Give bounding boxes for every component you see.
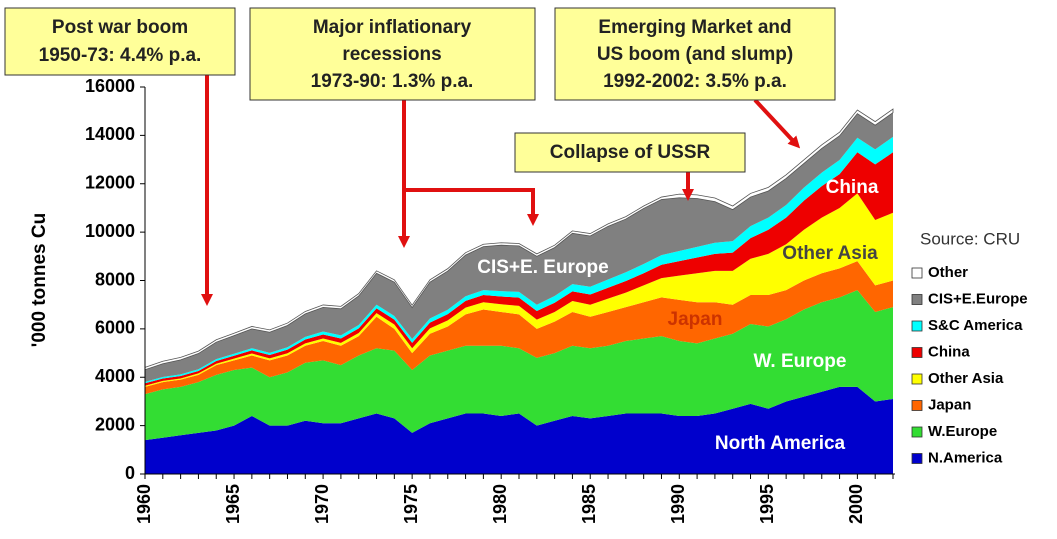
area xyxy=(145,112,893,382)
y-tick-label: 2000 xyxy=(95,414,135,434)
x-tick-label: 2000 xyxy=(846,484,866,524)
annotation: US boom (and slump) xyxy=(597,44,793,65)
area-label: Other Asia xyxy=(782,243,878,264)
legend-label: Other xyxy=(928,264,968,281)
area xyxy=(145,290,893,441)
x-tick-label: 1985 xyxy=(579,484,599,524)
arrow xyxy=(753,98,801,149)
area-label: China xyxy=(826,177,879,198)
x-tick-label: 1965 xyxy=(223,484,243,524)
legend-label: Japan xyxy=(928,396,971,413)
annotation: Post war boom xyxy=(52,17,188,38)
annotation: 1950-73: 4.4% p.a. xyxy=(39,45,202,66)
annotation: 1973-90: 1.3% p.a. xyxy=(311,71,474,92)
area xyxy=(145,136,893,384)
annotation: Emerging Market and xyxy=(598,17,791,38)
x-tick-label: 1975 xyxy=(401,484,421,524)
legend-swatch xyxy=(911,320,923,332)
legend-swatch xyxy=(911,373,923,385)
x-tick-label: 1970 xyxy=(312,484,332,524)
annotation-box xyxy=(554,7,836,101)
x-tick-label: 1995 xyxy=(757,484,777,524)
legend-label: W.Europe xyxy=(928,423,997,440)
annotation: recessions xyxy=(342,44,441,65)
area xyxy=(145,261,893,395)
annotation-box xyxy=(249,7,536,101)
area xyxy=(144,108,894,371)
x-tick-label: 1990 xyxy=(668,484,688,524)
y-tick-label: 8000 xyxy=(95,269,135,289)
annotation-box xyxy=(514,132,746,173)
area xyxy=(145,193,893,387)
y-tick-label: 12000 xyxy=(85,173,135,193)
legend-label: China xyxy=(928,343,970,360)
y-tick-label: 16000 xyxy=(85,76,135,96)
annotation-box xyxy=(4,7,236,76)
annotation: Collapse of USSR xyxy=(550,142,711,163)
area xyxy=(145,386,893,474)
y-tick-label: 4000 xyxy=(95,366,135,386)
legend-swatch xyxy=(911,453,923,464)
legend-label: CIS+E.Europe xyxy=(928,290,1028,307)
y-tick-label: 0 xyxy=(125,463,135,483)
area-label: W. Europe xyxy=(754,351,847,372)
annotation: Major inflationary xyxy=(313,17,472,38)
y-tick-label: 14000 xyxy=(85,124,135,144)
area-label: CIS+E. Europe xyxy=(477,257,608,278)
legend-swatch xyxy=(911,347,923,358)
plot xyxy=(144,108,894,474)
arrow xyxy=(404,188,539,226)
legend-swatch xyxy=(911,400,923,411)
x-tick-label: 1980 xyxy=(490,484,510,524)
legend-label: N.America xyxy=(928,449,1003,466)
legend-swatch xyxy=(911,267,923,279)
legend-swatch xyxy=(911,294,923,305)
annotation: 1992-2002: 3.5% p.a. xyxy=(603,71,787,92)
area-label: Japan xyxy=(668,309,723,330)
source: Source: CRU xyxy=(920,229,1020,248)
legend-label: S&C America xyxy=(928,317,1023,334)
legend-swatch xyxy=(911,426,923,438)
legend-label: Other Asia xyxy=(928,370,1004,387)
y-tick-label: 6000 xyxy=(95,318,135,338)
y-axis-label: '000 tonnes Cu xyxy=(29,213,50,347)
area-label: North America xyxy=(715,433,846,454)
area xyxy=(145,152,893,386)
x-tick-label: 1960 xyxy=(134,484,154,524)
y-tick-label: 10000 xyxy=(85,221,135,241)
